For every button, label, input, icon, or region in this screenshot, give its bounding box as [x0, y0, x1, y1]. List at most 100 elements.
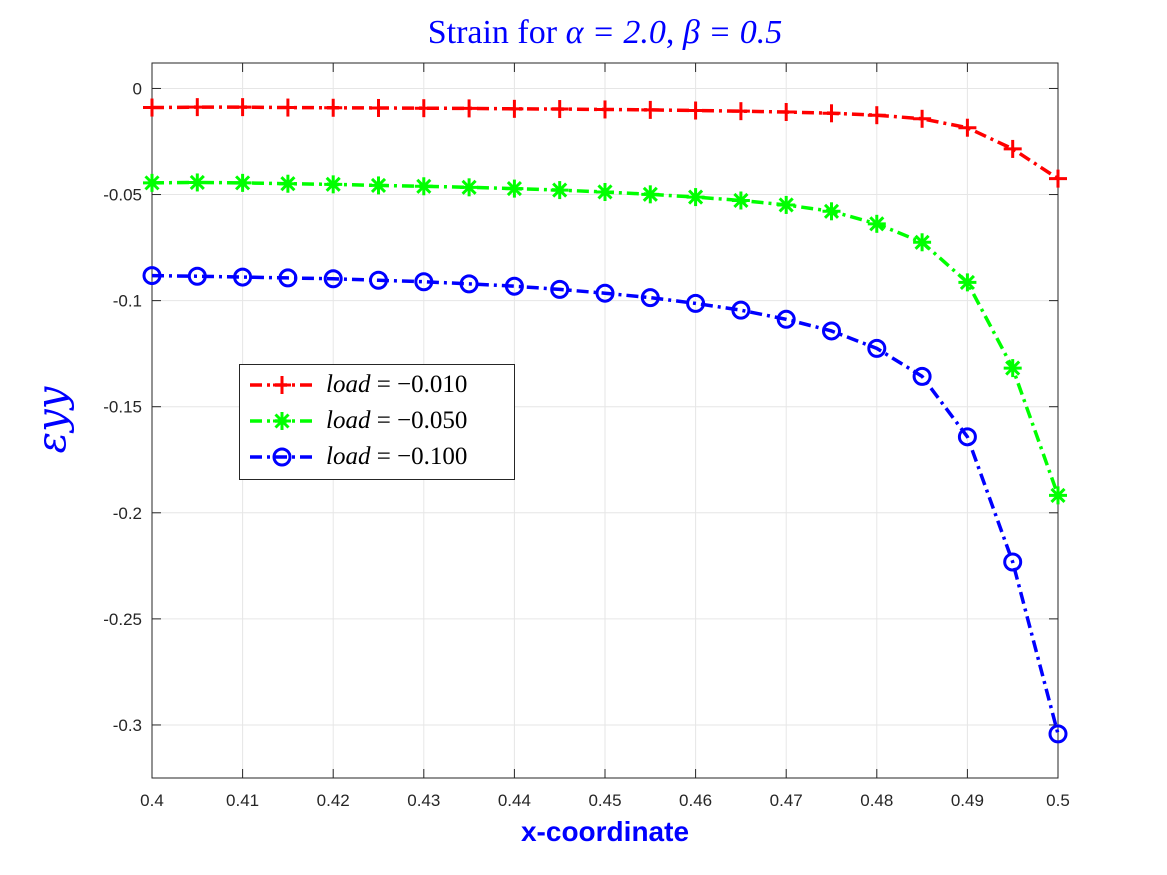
data-point — [957, 427, 977, 447]
data-point — [867, 106, 886, 125]
data-point — [958, 118, 977, 137]
data-point — [822, 321, 841, 341]
data-point — [731, 300, 751, 320]
legend-swatch-blue-circle — [250, 447, 314, 467]
data-point — [504, 276, 524, 296]
x-tick-label: 0.42 — [317, 791, 350, 810]
y-tick-label: 0 — [133, 79, 142, 98]
data-point — [596, 100, 614, 119]
data-point — [233, 267, 253, 287]
x-tick-label: 0.41 — [226, 791, 259, 810]
y-tick-label: -0.25 — [103, 610, 142, 629]
data-point — [324, 175, 343, 194]
legend-entry-load-0.050: load = −0.050 — [240, 403, 514, 439]
x-tick-label: 0.47 — [770, 791, 803, 810]
data-point — [640, 288, 660, 308]
legend-label: load = −0.010 — [326, 371, 468, 398]
data-point — [233, 173, 252, 192]
x-tick-label: 0.44 — [498, 791, 531, 810]
data-point — [278, 268, 298, 288]
data-point — [686, 101, 705, 120]
data-point — [188, 98, 207, 117]
series-circle — [142, 266, 1068, 744]
data-point — [278, 174, 297, 193]
x-tick-label: 0.45 — [588, 791, 621, 810]
series-line — [151, 273, 1060, 735]
x-tick-label: 0.5 — [1046, 791, 1070, 810]
data-point — [550, 279, 570, 299]
data-point — [550, 181, 569, 200]
chart-title-prefix: Strain for — [427, 14, 566, 51]
data-point — [414, 177, 433, 196]
data-point — [278, 98, 297, 117]
data-point — [731, 102, 750, 121]
legend-label: load = −0.100 — [326, 443, 468, 470]
data-point — [913, 233, 932, 252]
data-point — [324, 98, 343, 117]
legend-swatch-green-asterisk — [250, 412, 314, 430]
series-plus — [143, 98, 1067, 188]
chart-title-separator: , — [665, 14, 683, 51]
y-tick-label: -0.05 — [103, 186, 142, 205]
legend-swatch-red-plus — [250, 376, 314, 394]
data-point — [912, 366, 932, 386]
chart-title: Strain for α = 2.0, β = 0.5 — [152, 14, 1058, 52]
data-point — [913, 109, 932, 128]
data-point — [867, 214, 886, 233]
legend-marker — [273, 376, 291, 394]
data-point — [414, 272, 434, 292]
data-point — [641, 185, 660, 204]
data-point — [777, 103, 796, 122]
data-point — [188, 173, 207, 192]
data-point — [596, 182, 614, 201]
x-axis-label: x-coordinate — [520, 816, 690, 847]
data-point — [369, 176, 388, 195]
data-point — [143, 98, 161, 117]
data-series — [142, 98, 1068, 744]
x-tick-label: 0.4 — [140, 791, 164, 810]
data-point — [1003, 139, 1022, 158]
data-point — [143, 173, 161, 192]
data-point — [233, 98, 252, 117]
data-point — [1049, 169, 1067, 188]
data-point — [686, 188, 705, 207]
y-tick-label: -0.1 — [113, 292, 142, 311]
data-point — [505, 179, 524, 198]
data-point — [822, 104, 841, 123]
legend-label: load = −0.050 — [326, 407, 468, 434]
data-point — [505, 99, 524, 118]
data-point — [731, 191, 750, 210]
x-tick-label: 0.43 — [407, 791, 440, 810]
data-point — [187, 266, 207, 286]
data-point — [414, 99, 433, 118]
data-point — [1003, 359, 1022, 378]
data-point — [958, 273, 977, 292]
x-tick-label: 0.49 — [951, 791, 984, 810]
legend-entry-load-0.010: load = −0.010 — [240, 367, 514, 403]
data-point — [777, 195, 796, 214]
legend: load = −0.010 load = −0.050 load = −0.10… — [239, 364, 515, 480]
data-point — [460, 178, 479, 197]
chart-title-alpha: α = 2.0 — [565, 14, 666, 51]
data-point — [369, 270, 388, 290]
data-point — [459, 274, 479, 294]
y-tick-label: -0.2 — [113, 504, 142, 523]
y-tick-label: -0.3 — [113, 716, 142, 735]
data-point — [550, 100, 569, 119]
ticks: 0.4 0.41 0.42 0.43 0.44 0.45 0.46 0.47 0.48 0.49 0… — [103, 63, 1070, 810]
data-point — [369, 98, 388, 117]
y-axis-label: εyy — [29, 386, 75, 454]
legend-marker — [272, 447, 292, 467]
data-point — [686, 293, 706, 313]
data-point — [142, 266, 162, 286]
data-point — [595, 283, 615, 303]
data-point — [460, 99, 479, 118]
data-point — [776, 309, 796, 329]
data-point — [323, 269, 343, 289]
data-point — [867, 338, 887, 358]
legend-marker — [273, 412, 291, 430]
series-asterisk — [143, 173, 1067, 505]
legend-entry-load-0.100: load = −0.100 — [240, 439, 514, 475]
